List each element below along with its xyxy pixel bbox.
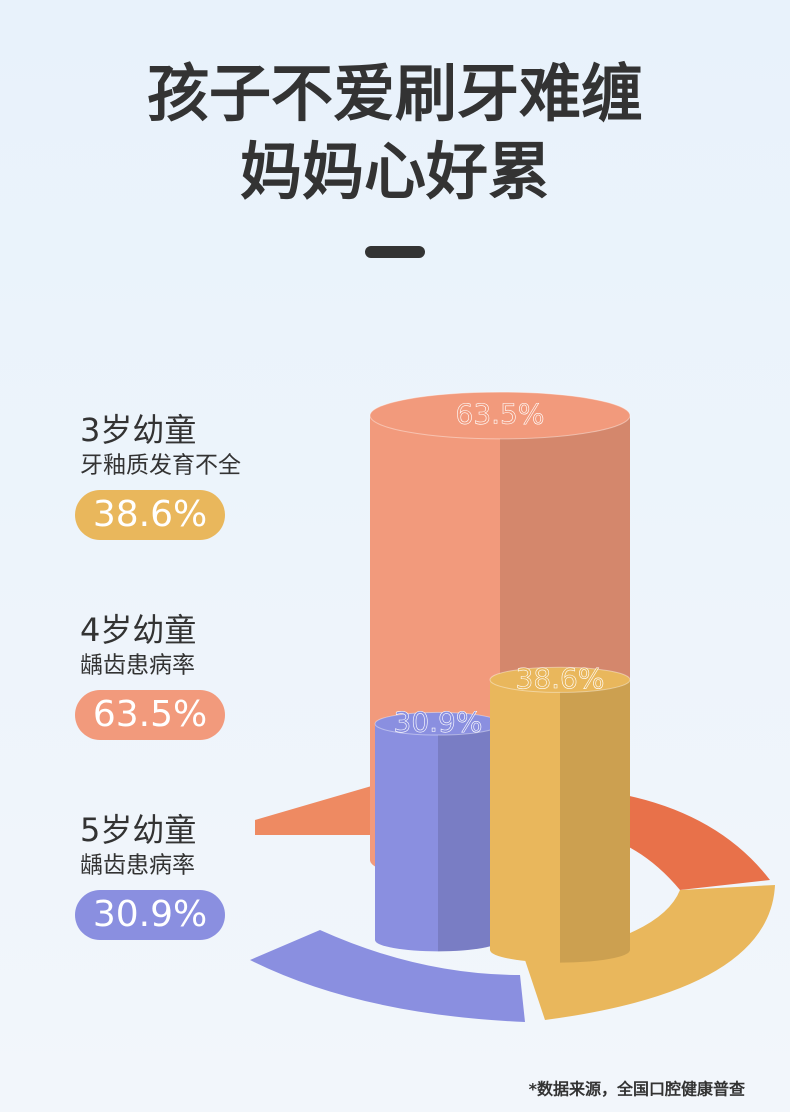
description: 龋齿患病率 [80,653,195,679]
column-top [489,666,631,693]
column [490,679,630,963]
column-label: 38.6% [516,662,605,695]
columns: 63.5% 30.9% 38.6% [369,391,631,963]
column-top [369,391,631,440]
value-pill [75,890,225,940]
column-label: 63.5% [456,398,545,431]
divider [365,246,425,258]
column-shade [438,723,501,952]
title-line: 妈妈心好累 [240,135,550,208]
age-label: 5岁幼童 [80,811,196,849]
column-label: 30.9% [394,706,483,739]
column-shade [560,679,630,963]
column [375,723,501,952]
value-pill [75,490,225,540]
value-pill-label: 38.6% [93,494,207,535]
title-line: 孩子不爱刷牙难缠 [147,57,643,130]
ring-decoration [250,785,775,1022]
description: 龋齿患病率 [80,853,195,879]
value-pill [75,690,225,740]
value-pill-label: 30.9% [93,894,207,935]
age-label: 3岁幼童 [80,411,196,449]
source-note: *数据来源，全国口腔健康普查 [529,1080,745,1099]
value-pill-label: 63.5% [93,694,207,735]
description: 牙釉质发育不全 [80,453,241,479]
age-label: 4岁幼童 [80,611,196,649]
